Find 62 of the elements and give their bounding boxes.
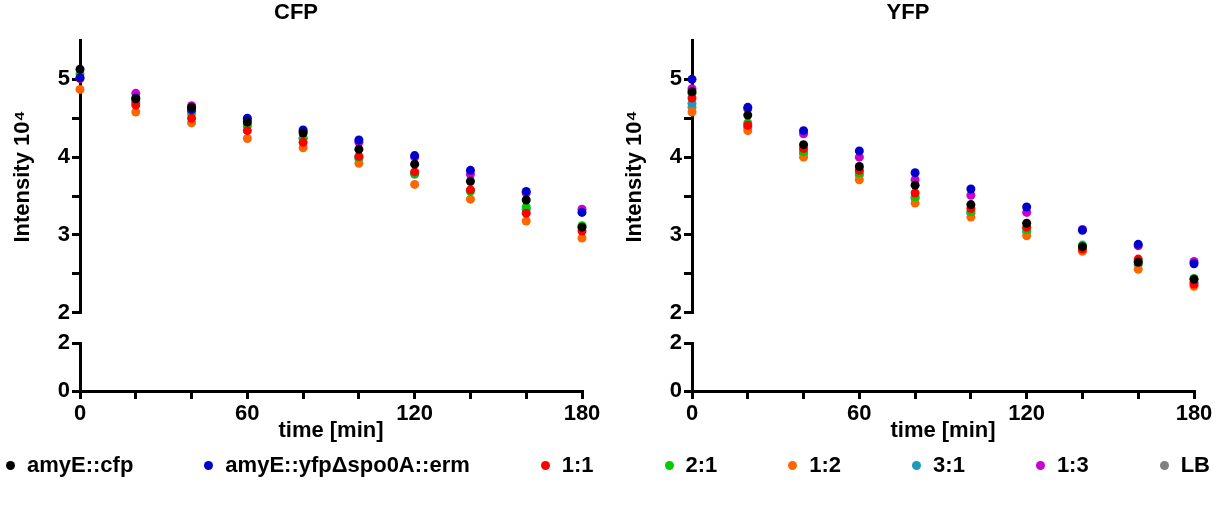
point xyxy=(799,140,809,150)
point xyxy=(75,84,85,94)
point xyxy=(242,133,252,143)
legend-label: amyE::yfpΔspo0A::erm xyxy=(225,452,470,478)
legend-label: LB xyxy=(1180,452,1210,478)
point xyxy=(687,107,697,117)
point xyxy=(910,188,920,198)
point xyxy=(298,137,308,147)
y-tick-label: 2 xyxy=(57,329,70,355)
point xyxy=(187,113,197,123)
point xyxy=(966,184,976,194)
point xyxy=(910,168,920,178)
y-axis-title: Intensity 10⁴ xyxy=(9,110,35,243)
point xyxy=(743,110,753,120)
y-tick-label: 0 xyxy=(669,377,682,403)
y-tick-label: 5 xyxy=(57,65,70,91)
point xyxy=(854,146,864,156)
point xyxy=(410,159,420,169)
y-tick-label: 5 xyxy=(669,65,682,91)
point xyxy=(354,144,364,154)
legend-label: 3:1 xyxy=(933,452,965,478)
x-tick-label: 180 xyxy=(563,400,601,426)
y-tick-label: 4 xyxy=(669,143,683,169)
legend-label: 1:3 xyxy=(1056,452,1089,478)
y-tick-label: 2 xyxy=(669,329,682,355)
chart-title: CFP xyxy=(274,0,318,25)
point xyxy=(75,64,85,74)
point xyxy=(465,176,475,186)
y-tick-label: 2 xyxy=(669,298,682,324)
x-axis-title: time [min] xyxy=(890,416,996,442)
y-tick-label: 4 xyxy=(57,143,71,169)
y-tick-label: 3 xyxy=(57,221,70,247)
point xyxy=(465,165,475,175)
y-axis-title: Intensity 10⁴ xyxy=(621,110,647,243)
x-tick-label: 120 xyxy=(1008,400,1046,426)
x-tick-label: 0 xyxy=(685,400,699,426)
point xyxy=(521,195,531,205)
point xyxy=(910,180,920,190)
x-tick-label: 180 xyxy=(1175,400,1213,426)
legend-label: 1:2 xyxy=(809,452,842,478)
legend-label: 2:1 xyxy=(685,452,718,478)
point xyxy=(854,161,864,171)
point xyxy=(410,179,420,189)
x-axis-title: time [min] xyxy=(278,416,384,442)
point xyxy=(1022,218,1032,228)
x-tick-label: 60 xyxy=(847,400,872,426)
point xyxy=(1022,202,1032,212)
x-tick-label: 60 xyxy=(235,400,260,426)
chart-title: YFP xyxy=(886,0,930,25)
point xyxy=(465,194,475,204)
point xyxy=(966,200,976,210)
y-tick-label: 2 xyxy=(57,298,70,324)
x-tick-label: 120 xyxy=(396,400,434,426)
point xyxy=(521,208,531,218)
legend-label: amyE::cfp xyxy=(27,452,134,478)
y-tick-label: 0 xyxy=(57,377,70,403)
point xyxy=(687,74,697,84)
point xyxy=(521,216,531,226)
legend-label: 1:1 xyxy=(561,452,594,478)
point xyxy=(242,126,252,136)
x-tick-label: 0 xyxy=(73,400,87,426)
y-tick-label: 3 xyxy=(669,221,682,247)
